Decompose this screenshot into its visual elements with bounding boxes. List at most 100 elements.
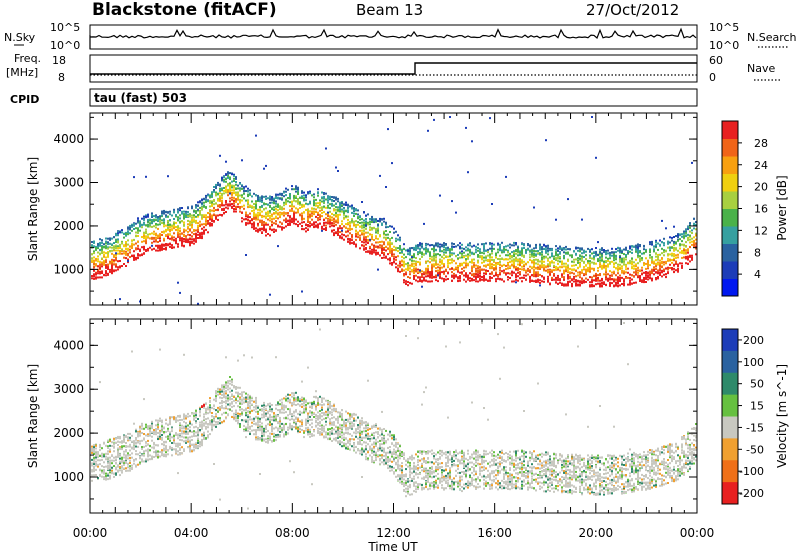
echo-cell	[493, 259, 495, 262]
echo-cell	[223, 211, 225, 214]
echo-cell	[621, 267, 623, 270]
echo-cell	[97, 465, 99, 468]
echo-cell	[429, 274, 431, 277]
echo-cell	[151, 212, 153, 215]
echo-cell	[337, 170, 339, 172]
echo-cell	[511, 274, 513, 277]
echo-cell	[307, 192, 309, 195]
echo-cell	[105, 264, 107, 267]
echo-cell	[231, 192, 233, 194]
echo-cell	[601, 254, 603, 257]
echo-cell	[191, 214, 193, 217]
echo-cell	[685, 229, 687, 232]
echo-cell	[253, 222, 255, 225]
echo-cell	[389, 245, 391, 248]
echo-cell	[471, 260, 473, 263]
echo-cell	[263, 221, 265, 223]
echo-cell	[391, 236, 393, 239]
echo-cell	[547, 265, 549, 268]
echo-cell	[487, 251, 489, 254]
nave-hi: 60	[709, 54, 723, 67]
echo-cell	[391, 249, 393, 252]
echo-cell	[609, 281, 611, 284]
echo-cell	[153, 233, 155, 236]
echo-cell	[383, 241, 385, 244]
echo-cell	[189, 213, 191, 216]
echo-cell	[133, 238, 135, 241]
echo-cell	[501, 241, 503, 244]
echo-cell	[445, 244, 447, 247]
echo-cell	[259, 212, 261, 215]
echo-cell	[331, 212, 333, 215]
echo-cell	[251, 226, 253, 229]
echo-cell	[595, 251, 597, 254]
echo-cell	[137, 253, 139, 256]
echo-cell	[295, 200, 297, 203]
echo-cell	[105, 240, 107, 243]
echo-cell	[693, 245, 695, 248]
echo-cell	[177, 208, 179, 211]
echo-cell	[619, 251, 621, 254]
echo-cell	[515, 268, 517, 271]
echo-cell	[225, 173, 227, 176]
echo-cell	[121, 252, 123, 255]
echo-cell	[569, 267, 571, 270]
echo-cell	[351, 220, 353, 223]
echo-cell	[203, 231, 205, 234]
echo-cell	[93, 256, 95, 259]
echo-cell	[691, 240, 693, 243]
echo-cell	[325, 206, 327, 209]
echo-cell	[211, 200, 213, 203]
echo-cell	[325, 227, 327, 230]
echo-cell	[587, 269, 589, 272]
echo-cell	[335, 215, 337, 218]
echo-cell	[123, 250, 125, 253]
echo-cell	[555, 258, 557, 261]
nsky-trace	[89, 27, 697, 49]
echo-cell	[403, 279, 405, 282]
echo-cell	[165, 243, 167, 245]
echo-cell	[669, 236, 671, 239]
echo-cell	[637, 266, 639, 269]
echo-cell	[111, 272, 113, 275]
echo-cell	[499, 277, 501, 280]
echo-cell	[419, 243, 421, 246]
echo-cell	[101, 251, 103, 254]
echo-cell	[353, 241, 355, 244]
echo-cell	[655, 277, 657, 279]
echo-cell	[349, 241, 351, 244]
echo-cell	[601, 267, 603, 269]
echo-cell	[115, 232, 117, 235]
echo-cell	[371, 243, 373, 246]
echo-cell	[327, 215, 329, 217]
echo-cell	[485, 255, 487, 258]
echo-cell	[275, 194, 277, 197]
echo-cell	[447, 260, 449, 263]
echo-cell	[229, 172, 231, 175]
echo-cell	[309, 221, 311, 224]
echo-cell	[289, 215, 291, 218]
echo-cell	[601, 259, 603, 262]
echo-cell	[653, 262, 655, 265]
echo-cell	[515, 276, 517, 279]
echo-cell	[487, 279, 489, 282]
echo-cell	[177, 210, 179, 213]
echo-cell	[443, 280, 445, 283]
echo-cell	[605, 250, 607, 252]
echo-cell	[207, 231, 209, 234]
echo-cell	[297, 199, 299, 202]
echo-cell	[611, 254, 613, 257]
echo-cell	[159, 223, 161, 226]
echo-cell	[213, 210, 215, 213]
echo-cell	[563, 251, 565, 254]
echo-cell	[469, 254, 471, 257]
echo-cell	[691, 237, 693, 240]
echo-cell	[575, 280, 577, 283]
echo-cell	[137, 221, 139, 224]
echo-cell	[217, 214, 219, 217]
echo-cell	[115, 265, 117, 268]
echo-cell	[345, 210, 347, 213]
echo-cell	[265, 217, 267, 220]
echo-cell	[559, 247, 561, 250]
echo-cell	[133, 228, 135, 230]
